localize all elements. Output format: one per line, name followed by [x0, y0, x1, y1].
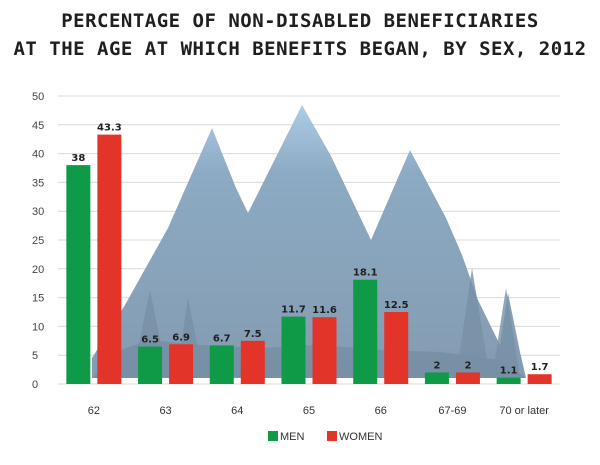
data-label-men-3: 6.7 — [213, 333, 231, 344]
tree-shape — [492, 288, 520, 378]
data-label-women-2: 6.9 — [172, 332, 190, 343]
bar-men-7 — [496, 377, 521, 384]
bar-women-3 — [240, 340, 265, 384]
bars — [66, 134, 552, 384]
data-label-men-7: 1.1 — [500, 366, 518, 377]
x-category-label: 66 — [375, 405, 387, 417]
data-label-women-4: 11.6 — [312, 305, 337, 316]
y-tick-label: 15 — [32, 293, 44, 305]
bar-women-7 — [527, 374, 552, 384]
x-axis: 62 63 64 65 66 67-69 70 or later — [88, 405, 550, 417]
bar-women-5 — [384, 312, 409, 384]
legend: MEN WOMEN — [268, 431, 382, 443]
bar-women-1 — [97, 134, 122, 384]
x-category-label: 63 — [159, 405, 171, 417]
x-category-label: 62 — [88, 405, 100, 417]
mountain-shape — [92, 105, 526, 378]
bar-women-6 — [455, 372, 480, 384]
mountain-background — [92, 105, 526, 378]
y-tick-label: 30 — [32, 206, 44, 218]
y-tick-label: 25 — [32, 235, 44, 247]
data-label-women-1: 43.3 — [97, 123, 122, 134]
data-label-women-7: 1.7 — [531, 362, 549, 373]
bar-men-4 — [281, 316, 306, 384]
legend-label-women: WOMEN — [339, 431, 382, 443]
y-tick-label: 35 — [32, 177, 44, 189]
x-category-label: 64 — [231, 405, 243, 417]
chart-title-line-2: AT THE AGE AT WHICH BENEFITS BEGAN, BY S… — [13, 38, 587, 60]
data-label-men-5: 18.1 — [353, 268, 378, 279]
y-tick-label: 10 — [32, 321, 44, 333]
bar-women-4 — [312, 317, 337, 384]
bar-men-5 — [353, 279, 378, 384]
data-label-men-6: 2 — [433, 360, 440, 371]
data-label-men-1: 38 — [71, 153, 85, 164]
legend-label-men: MEN — [280, 431, 305, 443]
x-category-label: 65 — [303, 405, 315, 417]
data-label-men-4: 11.7 — [281, 305, 306, 316]
bar-men-2 — [138, 346, 163, 384]
data-label-women-3: 7.5 — [244, 329, 262, 340]
y-tick-label: 45 — [32, 120, 44, 132]
bar-women-2 — [169, 344, 194, 384]
tree-shape — [456, 268, 490, 378]
x-category-label: 67-69 — [438, 405, 466, 417]
legend-swatch-women — [327, 431, 337, 441]
chart-title-line-1: PERCENTAGE OF NON-DISABLED BENEFICIARIES — [61, 10, 539, 32]
bar-men-3 — [209, 345, 234, 384]
bar-men-1 — [66, 165, 91, 384]
data-label-women-5: 12.5 — [384, 300, 409, 311]
data-label-men-2: 6.5 — [141, 335, 159, 346]
data-label-women-6: 2 — [464, 360, 471, 371]
legend-swatch-men — [268, 431, 278, 441]
y-tick-label: 20 — [32, 264, 44, 276]
y-tick-label: 40 — [32, 149, 44, 161]
y-tick-label: 5 — [32, 350, 38, 362]
bar-men-6 — [424, 372, 449, 384]
y-axis: 0 5 10 15 20 25 30 35 40 45 50 — [32, 91, 44, 391]
y-tick-label: 50 — [32, 91, 44, 103]
data-labels: 38 43.3 6.5 6.9 6.7 7.5 11.7 11.6 18.1 12.5 2 2 1.1 1… — [71, 123, 548, 377]
y-tick-label: 0 — [32, 379, 38, 391]
x-category-label: 70 or later — [499, 405, 549, 417]
